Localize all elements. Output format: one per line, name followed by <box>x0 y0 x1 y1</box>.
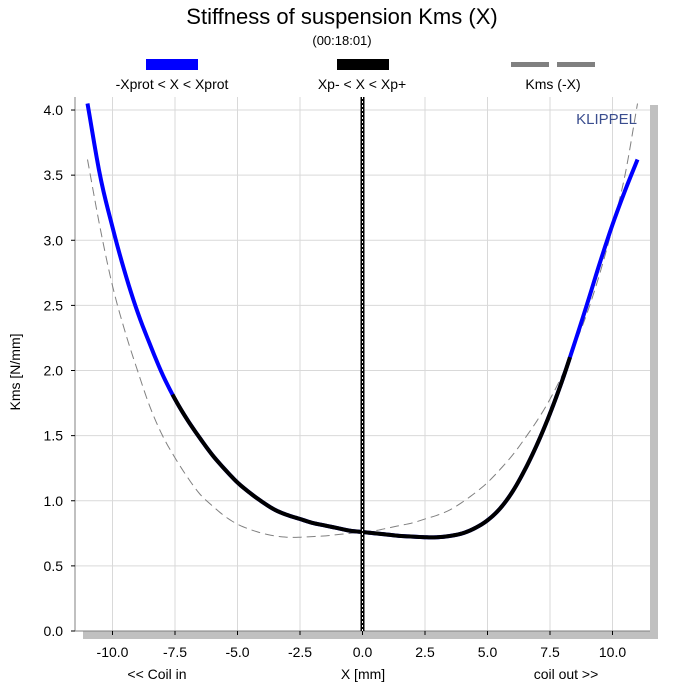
y-tick-label: 1.5 <box>44 428 64 444</box>
y-tick-label: 4.0 <box>44 102 64 118</box>
x-tick-label: 2.5 <box>415 644 435 660</box>
series-layer <box>85 97 640 631</box>
x-tick-label: 10.0 <box>599 644 626 660</box>
x-tick-label: -10.0 <box>97 644 129 660</box>
x-tick-label: -7.5 <box>163 644 187 660</box>
watermark: KLIPPEL <box>576 111 637 128</box>
y-axis-ticks: 0.0 0.5 1.0 1.5 2.0 2.5 3.0 3.5 4.0 <box>44 102 75 639</box>
y-tick-label: 3.5 <box>44 167 64 183</box>
legend-label-series-2: Xp- < X < Xp+ <box>318 76 406 92</box>
y-tick-label: 2.5 <box>44 297 64 313</box>
y-tick-label: 0.5 <box>44 558 64 574</box>
y-tick-label: 1.0 <box>44 493 64 509</box>
y-tick-label: 0.0 <box>44 623 64 639</box>
x-left-direction-label: << Coil in <box>127 666 186 682</box>
legend: -Xprot < X < Xprot Xp- < X < Xp+ Kms (-X… <box>116 59 595 92</box>
x-axis-label: X [mm] <box>341 666 385 682</box>
y-axis-label: Kms [N/mm] <box>7 334 23 411</box>
y-tick-label: 3.0 <box>44 232 64 248</box>
legend-label-series-1: -Xprot < X < Xprot <box>116 76 229 92</box>
y-tick-label: 2.0 <box>44 363 64 379</box>
series-xp-range-line <box>170 356 572 540</box>
x-tick-label: 5.0 <box>478 644 498 660</box>
x-tick-label: 0.0 <box>353 644 373 660</box>
chart-title: Stiffness of suspension Kms (X) <box>186 4 497 29</box>
chart-subtitle: (00:18:01) <box>312 33 371 48</box>
legend-swatch-series-2 <box>337 59 389 70</box>
x-axis-ticks: -10.0 -7.5 -5.0 -2.5 0.0 2.5 5.0 7.5 10.0 <box>97 631 626 660</box>
legend-swatch-series-3 <box>511 62 595 67</box>
legend-swatch-series-1 <box>146 59 198 70</box>
x-right-direction-label: coil out >> <box>534 666 599 682</box>
legend-label-series-3: Kms (-X) <box>525 76 580 92</box>
x-tick-label: -5.0 <box>225 644 249 660</box>
x-tick-label: -2.5 <box>288 644 312 660</box>
x-tick-label: 7.5 <box>540 644 560 660</box>
